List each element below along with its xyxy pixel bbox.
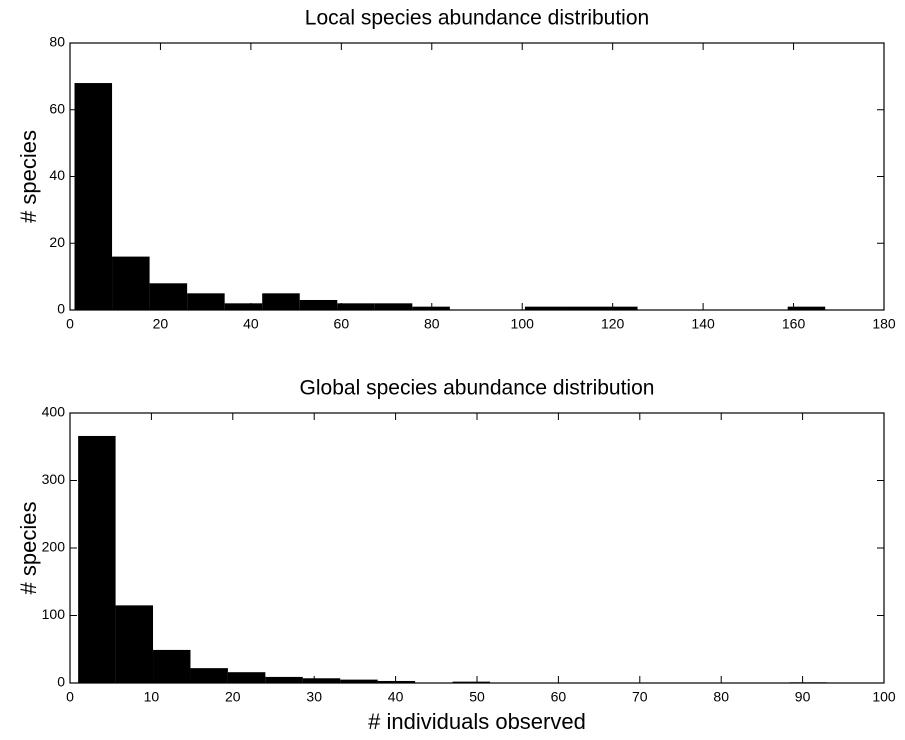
bar xyxy=(153,649,191,683)
y-tick-label: 20 xyxy=(49,234,65,250)
y-tick-label: 200 xyxy=(42,539,66,555)
x-tick-label: 80 xyxy=(713,689,729,705)
x-tick-label: 60 xyxy=(334,316,350,332)
bar xyxy=(452,681,491,683)
x-tick-label: 80 xyxy=(424,316,440,332)
bar xyxy=(412,306,450,310)
bar xyxy=(74,83,113,310)
axes-box xyxy=(69,42,885,311)
x-tick-label: 30 xyxy=(306,689,322,705)
bar xyxy=(340,679,378,683)
x-tick-label: 10 xyxy=(144,689,160,705)
x-tick-label: 70 xyxy=(632,689,648,705)
bar xyxy=(302,678,341,683)
bar xyxy=(78,435,116,683)
y-tick-label: 400 xyxy=(42,404,66,420)
bar xyxy=(187,293,225,310)
bar xyxy=(224,303,263,310)
x-tick-label: 180 xyxy=(872,316,896,332)
x-tick-label: 60 xyxy=(551,689,567,705)
y-axis-label: # species xyxy=(16,130,41,223)
bar xyxy=(562,306,601,310)
bar xyxy=(115,605,154,683)
x-tick-label: 20 xyxy=(153,316,169,332)
bar xyxy=(149,283,188,310)
x-tick-label: 90 xyxy=(795,689,811,705)
bar xyxy=(227,672,266,683)
y-tick-label: 40 xyxy=(49,167,65,183)
chart-title: Local species abundance distribution xyxy=(305,7,649,30)
y-tick-label: 0 xyxy=(57,674,65,690)
x-axis-label: # individuals observed xyxy=(368,709,586,734)
bar xyxy=(299,299,338,310)
x-tick-label: 40 xyxy=(388,689,404,705)
bar xyxy=(112,256,150,310)
bar xyxy=(524,306,563,310)
bar xyxy=(337,303,375,310)
bar xyxy=(787,306,826,310)
y-axis-label: # species xyxy=(16,502,41,595)
x-tick-label: 20 xyxy=(225,689,241,705)
y-tick-label: 0 xyxy=(57,301,65,317)
x-tick-label: 40 xyxy=(243,316,259,332)
bar xyxy=(377,680,416,683)
y-tick-label: 80 xyxy=(49,34,65,50)
bar xyxy=(190,668,228,683)
x-tick-label: 100 xyxy=(872,689,896,705)
x-tick-label: 100 xyxy=(511,316,535,332)
y-tick-label: 100 xyxy=(42,606,66,622)
x-tick-label: 160 xyxy=(782,316,806,332)
x-tick-label: 0 xyxy=(66,689,74,705)
bar xyxy=(262,293,300,310)
x-tick-label: 50 xyxy=(469,689,485,705)
chart-title: Global species abundance distribution xyxy=(300,377,655,400)
bar xyxy=(374,303,413,310)
x-tick-label: 140 xyxy=(691,316,715,332)
x-tick-label: 0 xyxy=(66,316,74,332)
bar xyxy=(265,676,303,683)
y-tick-label: 60 xyxy=(49,100,65,116)
axes-box xyxy=(69,412,885,684)
y-tick-label: 300 xyxy=(42,471,66,487)
bar xyxy=(600,306,638,310)
x-tick-label: 120 xyxy=(601,316,625,332)
